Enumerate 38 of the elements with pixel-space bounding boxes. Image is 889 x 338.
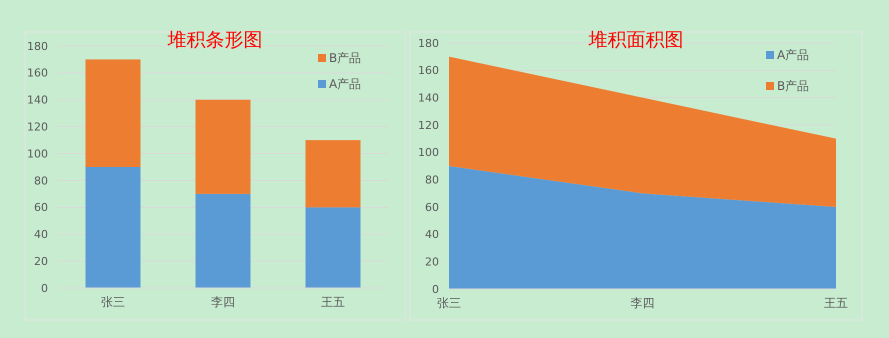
y-tick-label: 0 xyxy=(41,282,48,295)
chart-title: 堆积面积图 xyxy=(588,29,684,51)
bar xyxy=(306,207,360,288)
y-tick-label: 140 xyxy=(27,94,48,107)
y-tick-label: 80 xyxy=(425,174,439,187)
y-tick-label: 20 xyxy=(34,254,48,268)
y-tick-label: 140 xyxy=(418,92,439,105)
bar xyxy=(196,194,250,288)
y-tick-label: 160 xyxy=(418,64,439,78)
y-tick-label: 40 xyxy=(425,228,439,242)
legend-label: A产品 xyxy=(329,77,362,92)
x-tick-label: 李四 xyxy=(211,295,235,309)
y-tick-label: 120 xyxy=(418,118,439,132)
bar xyxy=(86,59,140,167)
y-tick-label: 100 xyxy=(27,147,48,160)
y-tick-label: 40 xyxy=(34,228,48,242)
bar xyxy=(306,140,360,208)
x-tick-label: 王五 xyxy=(824,296,848,310)
bar xyxy=(86,167,140,288)
x-tick-label: 张三 xyxy=(437,296,461,310)
legend-label: B产品 xyxy=(329,51,362,66)
x-tick-label: 李四 xyxy=(630,296,654,310)
x-tick-label: 张三 xyxy=(101,295,125,309)
y-tick-label: 180 xyxy=(418,36,439,50)
legend-label: B产品 xyxy=(777,79,810,94)
legend-label: A产品 xyxy=(777,48,810,62)
y-tick-label: 60 xyxy=(34,201,48,214)
x-tick-label: 王五 xyxy=(321,295,345,309)
y-tick-label: 60 xyxy=(425,200,439,214)
y-tick-label: 180 xyxy=(27,40,48,53)
bar xyxy=(196,100,250,194)
y-tick-label: 120 xyxy=(27,120,48,134)
y-tick-label: 100 xyxy=(418,146,439,160)
y-tick-label: 160 xyxy=(27,66,48,80)
chart-title: 堆积条形图 xyxy=(166,29,262,51)
y-tick-label: 20 xyxy=(425,256,439,269)
y-tick-label: 80 xyxy=(34,174,48,188)
y-tick-label: 0 xyxy=(432,282,439,296)
